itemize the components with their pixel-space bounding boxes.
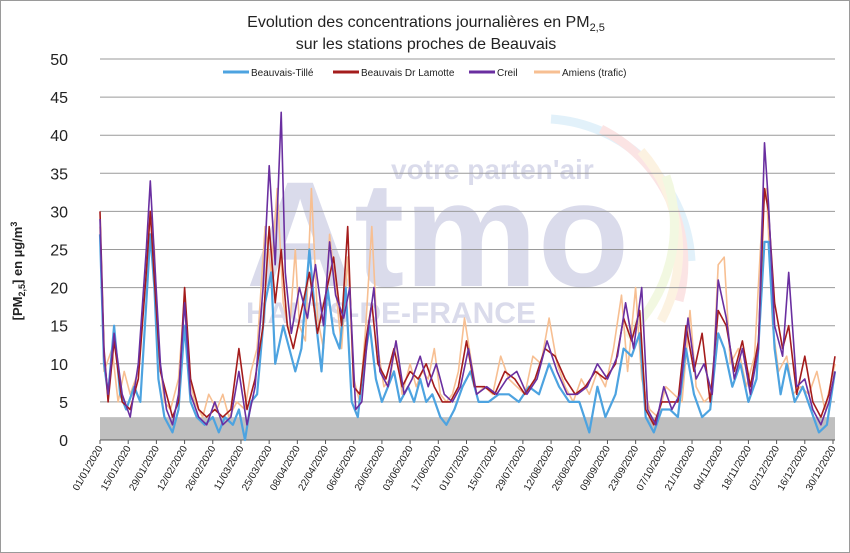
y-tick-label: 10 bbox=[50, 357, 68, 374]
series-lines bbox=[98, 111, 837, 442]
y-axis-label-suffix: ] en µg/m bbox=[10, 227, 25, 284]
legend-label: Beauvais Dr Lamotte bbox=[361, 68, 455, 79]
y-tick-label: 15 bbox=[50, 319, 68, 336]
watermark-arc-green bbox=[622, 174, 679, 340]
y-tick-label: 0 bbox=[59, 433, 68, 450]
watermark-slogan-suffix: air bbox=[559, 154, 593, 185]
y-axis-label-superscript: 3 bbox=[9, 222, 19, 227]
x-tick-labels: 01/01/202015/01/202029/01/202012/02/2020… bbox=[71, 440, 839, 493]
legend-label: Creil bbox=[497, 68, 518, 79]
y-axis-label-subscript: 2,5 bbox=[17, 284, 27, 297]
watermark-slogan-prefix: votre parten' bbox=[391, 154, 559, 185]
y-tick-label: 25 bbox=[50, 243, 68, 260]
y-tick-label: 20 bbox=[50, 281, 68, 298]
y-tick-label: 35 bbox=[50, 166, 68, 183]
grid-lines bbox=[100, 58, 835, 441]
y-axis-label-prefix: [PM bbox=[10, 297, 25, 321]
y-tick-label: 30 bbox=[50, 204, 68, 221]
series-line bbox=[99, 187, 836, 418]
series-line bbox=[99, 187, 836, 426]
watermark-arc-blue bbox=[550, 114, 696, 262]
watermark-brand: Atmo bbox=[246, 150, 629, 318]
watermark-arc-orange bbox=[637, 148, 684, 324]
chart-title-line1: Evolution des concentrations journalière… bbox=[247, 14, 605, 34]
legend-label: Amiens (trafic) bbox=[562, 68, 626, 79]
threshold-band bbox=[100, 417, 835, 440]
title-main: Evolution des concentrations journalière… bbox=[247, 14, 589, 31]
series-line bbox=[99, 111, 836, 426]
y-tick-label: 5 bbox=[59, 395, 68, 412]
watermark-slogan: votre parten'air bbox=[391, 154, 594, 185]
title-subscript: 2,5 bbox=[590, 22, 605, 34]
y-tick-label: 50 bbox=[50, 52, 68, 69]
series-line bbox=[98, 233, 837, 442]
legend-label: Beauvais-Tillé bbox=[251, 68, 314, 79]
chart-title-line2: sur les stations proches de Beauvais bbox=[296, 36, 557, 53]
y-tick-labels: 0 5 10 15 20 25 30 35 40 45 50 bbox=[50, 52, 68, 450]
y-axis-label: [PM2,5] en µg/m3 bbox=[9, 222, 27, 321]
watermark-arc-red bbox=[598, 124, 689, 303]
legend: Beauvais-Tillé Beauvais Dr Lamotte Creil Am… bbox=[223, 68, 626, 79]
y-tick-label: 45 bbox=[50, 90, 68, 107]
y-tick-label: 40 bbox=[50, 128, 68, 145]
threshold-band-rect bbox=[100, 417, 835, 440]
